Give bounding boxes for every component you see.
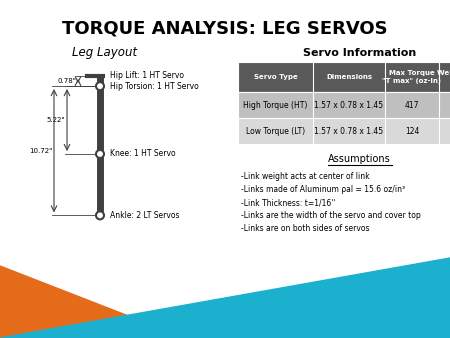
Text: Servo Type: Servo Type	[254, 74, 297, 80]
Text: Ankle: 2 LT Servos: Ankle: 2 LT Servos	[110, 211, 180, 220]
Text: 0.78": 0.78"	[57, 78, 76, 84]
Text: 1.57 x 0.78 x 1.45: 1.57 x 0.78 x 1.45	[315, 126, 383, 136]
Text: -Links are the width of the servo and cover top: -Links are the width of the servo and co…	[241, 211, 421, 220]
Text: Hip Lift: 1 HT Servo: Hip Lift: 1 HT Servo	[110, 72, 184, 80]
Text: Servo Information: Servo Information	[303, 48, 416, 58]
Text: -Links made of Aluminum ρal = 15.6 oz/in³: -Links made of Aluminum ρal = 15.6 oz/in…	[241, 185, 405, 194]
Circle shape	[96, 211, 104, 219]
Circle shape	[96, 150, 104, 158]
Text: Hip Torsion: 1 HT Servo: Hip Torsion: 1 HT Servo	[110, 82, 199, 91]
Text: 124: 124	[405, 126, 419, 136]
Text: 417: 417	[405, 100, 419, 110]
Text: Assumptions: Assumptions	[328, 154, 391, 164]
Text: Max Torque
"T max" (oz-in): Max Torque "T max" (oz-in)	[382, 71, 441, 83]
Bar	[238, 62, 450, 92]
Polygon shape	[0, 266, 185, 338]
Circle shape	[96, 82, 104, 90]
Text: Weight "W"
(oz): Weight "W" (oz)	[437, 71, 450, 83]
Text: TORQUE ANALYSIS: LEG SERVOS: TORQUE ANALYSIS: LEG SERVOS	[62, 20, 388, 38]
Text: -Link weight acts at center of link: -Link weight acts at center of link	[241, 172, 369, 181]
Polygon shape	[0, 258, 450, 338]
Text: 5.22": 5.22"	[46, 117, 65, 123]
Bar	[238, 118, 450, 144]
Text: -Link Thickness: t=1/16'': -Link Thickness: t=1/16''	[241, 198, 336, 207]
Text: -Links are on both sides of servos: -Links are on both sides of servos	[241, 224, 369, 233]
Text: Low Torque (LT): Low Torque (LT)	[246, 126, 305, 136]
Text: 1.57 x 0.78 x 1.45: 1.57 x 0.78 x 1.45	[315, 100, 383, 110]
Text: High Torque (HT): High Torque (HT)	[243, 100, 308, 110]
Text: Dimensions: Dimensions	[326, 74, 372, 80]
Text: Leg Layout: Leg Layout	[72, 46, 138, 59]
Text: 10.72": 10.72"	[29, 148, 52, 154]
Bar	[238, 92, 450, 118]
Text: Knee: 1 HT Servo: Knee: 1 HT Servo	[110, 149, 176, 159]
